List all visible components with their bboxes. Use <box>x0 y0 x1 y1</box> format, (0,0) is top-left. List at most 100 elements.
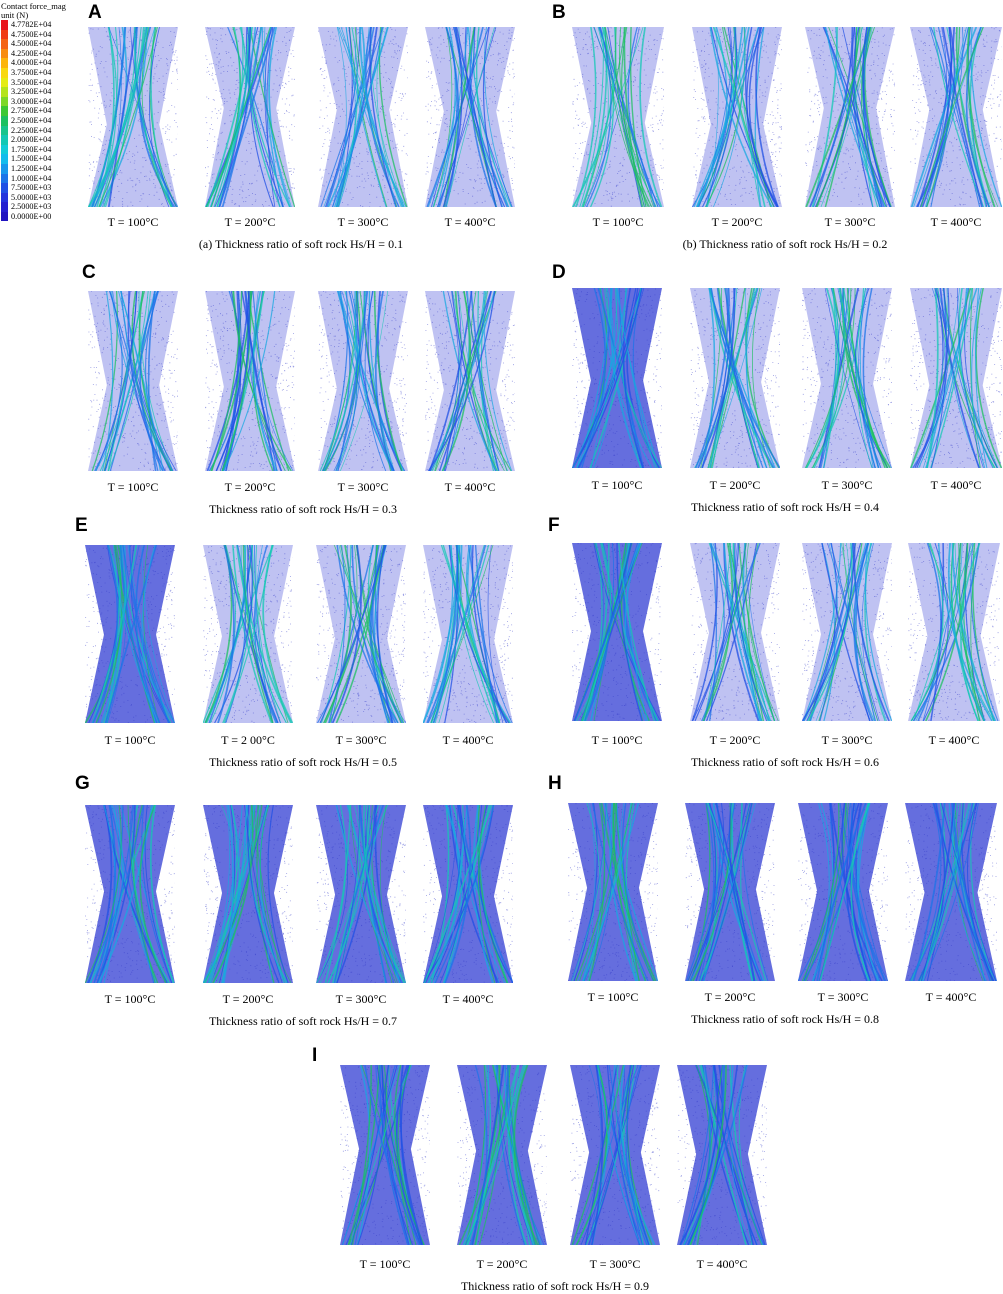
force-chain <box>639 27 663 207</box>
force-chain <box>127 805 156 983</box>
force-chain <box>381 1065 410 1245</box>
contact-force-plot <box>802 543 892 721</box>
force-chain <box>584 543 610 721</box>
force-chain <box>322 291 349 471</box>
temperature-label: T = 400°C <box>930 215 982 229</box>
temperature-label: T = 300°C <box>821 733 873 747</box>
force-chain <box>695 1065 715 1245</box>
force-chain <box>356 1065 371 1245</box>
force-chain <box>244 291 283 471</box>
temperature-label: T = 400°C <box>928 733 980 747</box>
force-chain <box>91 545 138 723</box>
force-chain <box>822 27 883 207</box>
force-chain <box>423 805 493 983</box>
legend-entry: 4.2500E+04 <box>1 48 83 59</box>
force-chain <box>247 291 283 471</box>
force-chain <box>952 803 987 981</box>
force-chain <box>211 291 243 471</box>
force-chain <box>268 27 291 207</box>
contact-force-plot <box>692 27 782 207</box>
force-chain <box>615 803 639 981</box>
legend-entry: 1.0000E+04 <box>1 173 83 184</box>
force-chain <box>337 291 369 471</box>
force-chain <box>589 27 615 207</box>
force-chain <box>723 543 760 721</box>
legend-label: 5.0000E+03 <box>11 192 52 202</box>
temperature-label: T = 200°C <box>709 478 761 492</box>
force-chain <box>478 805 496 983</box>
legend-swatch <box>1 192 8 203</box>
force-chain <box>585 1065 637 1245</box>
simulation-image <box>568 803 658 981</box>
legend-label: 4.2500E+04 <box>11 48 52 58</box>
force-chain <box>435 291 489 471</box>
force-chain <box>951 543 997 721</box>
legend-label: 2.2500E+04 <box>11 125 52 135</box>
force-chain <box>618 288 643 468</box>
force-chain <box>241 291 275 471</box>
force-chain <box>350 805 397 983</box>
force-chain <box>835 27 887 207</box>
force-chain <box>910 288 972 468</box>
force-chain <box>362 805 405 983</box>
temperature-label: T = 2 00°C <box>221 733 275 747</box>
force-chain <box>345 27 407 207</box>
force-chain <box>367 291 406 471</box>
force-chain <box>839 803 881 981</box>
force-chain <box>748 543 763 721</box>
force-chain <box>623 27 644 207</box>
force-chain <box>423 545 454 723</box>
legend-label: 4.7782E+04 <box>11 20 52 29</box>
force-chain <box>689 1065 727 1245</box>
force-chain <box>942 27 983 207</box>
temperature-label: T = 400°C <box>930 478 982 492</box>
force-chain <box>323 291 358 471</box>
contact-force-plot <box>690 288 780 468</box>
panel-label-b: B <box>552 2 566 23</box>
force-chain <box>316 805 348 983</box>
simulation-image <box>85 805 175 983</box>
contact-force-plot <box>457 1065 547 1245</box>
force-chain <box>703 803 756 981</box>
force-chain <box>698 803 715 981</box>
force-chain <box>267 805 289 983</box>
simulation-image <box>690 288 780 468</box>
simulation-image <box>570 1065 660 1245</box>
force-chain <box>703 543 732 721</box>
force-chain <box>579 27 604 207</box>
force-chain <box>755 27 779 207</box>
force-chain <box>828 27 892 207</box>
force-chain <box>338 27 396 207</box>
simulation-image <box>802 288 892 468</box>
force-chain <box>216 27 262 207</box>
force-chain <box>575 27 597 207</box>
contact-force-plot <box>340 1065 430 1245</box>
temperature-label: T = 200°C <box>709 733 761 747</box>
force-chain <box>926 288 939 468</box>
force-chain <box>824 288 873 468</box>
contact-force-plot <box>203 805 293 983</box>
force-chain <box>448 545 510 723</box>
force-chain <box>706 27 719 207</box>
force-chain <box>612 803 654 981</box>
force-chain <box>922 803 972 981</box>
force-chain <box>467 545 500 723</box>
force-chain <box>102 27 122 207</box>
force-chain <box>591 288 643 468</box>
force-chain <box>862 288 880 468</box>
legend-entry: 2.5000E+04 <box>1 115 83 126</box>
contact-force-plot <box>910 288 1002 468</box>
force-chain <box>149 805 175 983</box>
contact-force-plot <box>798 803 888 981</box>
legend-label: 3.5000E+04 <box>11 77 52 87</box>
force-chain <box>333 291 361 471</box>
force-chain <box>85 805 122 983</box>
force-chain <box>93 805 117 983</box>
force-chain <box>582 803 596 981</box>
contact-force-plot <box>423 545 513 723</box>
force-chain <box>573 27 644 207</box>
force-chain <box>809 27 854 207</box>
force-chain <box>470 291 500 471</box>
force-chain <box>842 27 888 207</box>
force-chain <box>829 803 872 981</box>
